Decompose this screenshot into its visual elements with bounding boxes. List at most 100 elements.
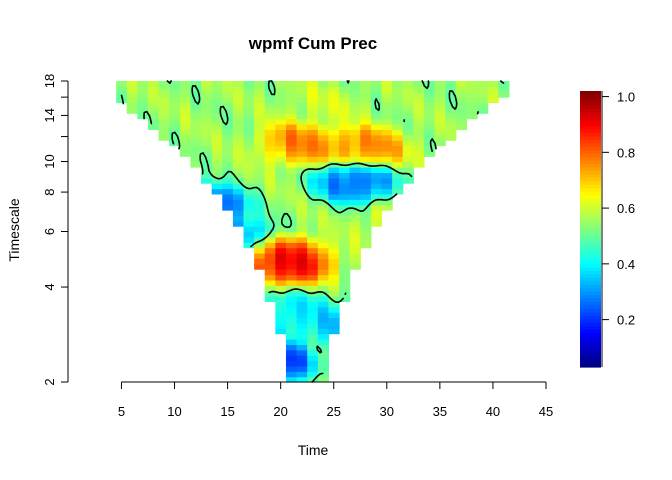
heatmap-cell <box>339 81 351 87</box>
heatmap-cell <box>339 199 351 206</box>
heatmap-cell <box>370 150 383 157</box>
heatmap-cell <box>243 156 255 163</box>
heatmap-cell <box>285 113 298 120</box>
heatmap-cell <box>179 118 192 125</box>
heatmap-cell <box>264 226 276 233</box>
heatmap-cell <box>349 193 361 200</box>
heatmap-cell <box>264 204 276 211</box>
heatmap-cell <box>307 124 319 130</box>
heatmap-cell <box>328 86 340 93</box>
colorbar-segment <box>580 111 601 116</box>
heatmap-cell <box>360 236 372 243</box>
heatmap-cell <box>190 124 202 130</box>
heatmap-cell <box>392 161 404 168</box>
heatmap-cell <box>201 172 213 179</box>
heatmap-cell <box>296 317 308 324</box>
heatmap-cell <box>264 118 276 125</box>
heatmap-cell <box>264 263 276 270</box>
heatmap-cell <box>222 91 234 98</box>
heatmap-cell <box>381 172 393 179</box>
colorbar-segment <box>580 191 601 196</box>
heatmap-cell <box>254 215 266 222</box>
heatmap-cell <box>264 199 276 206</box>
heatmap-cell <box>445 102 457 109</box>
heatmap-cell <box>349 242 361 249</box>
heatmap-cell <box>201 129 213 136</box>
heatmap-cell <box>328 215 340 222</box>
colorbar-segment <box>580 308 601 313</box>
heatmap-cell <box>339 226 351 233</box>
heatmap-cell <box>317 134 330 141</box>
heatmap-cell <box>254 263 266 270</box>
colorbar-segment <box>580 132 601 137</box>
heatmap-cell <box>307 183 319 190</box>
heatmap-cell <box>498 86 510 93</box>
heatmap-cell <box>339 258 351 265</box>
heatmap-cell <box>296 371 308 378</box>
heatmap-cell <box>339 279 351 286</box>
heatmap-cell <box>211 118 223 125</box>
heatmap-cell <box>392 188 404 195</box>
heatmap-cell <box>169 107 181 114</box>
heatmap-cell <box>275 134 287 141</box>
heatmap-cell <box>339 118 351 125</box>
heatmap-cell <box>317 226 330 233</box>
heatmap-cell <box>211 172 223 179</box>
heatmap-cell <box>232 167 245 173</box>
heatmap-cell <box>349 161 361 168</box>
heatmap-cell <box>296 167 308 173</box>
heatmap-cell <box>317 274 330 281</box>
heatmap-cell <box>392 129 404 136</box>
heatmap-cell <box>307 376 319 383</box>
heatmap-cell <box>307 220 319 227</box>
heatmap-cell <box>264 177 276 184</box>
heatmap-cell <box>169 113 181 120</box>
heatmap-cell <box>254 156 266 163</box>
heatmap-cell <box>296 312 308 319</box>
heatmap-cell <box>413 107 425 114</box>
colorbar-tick-label: 0.8 <box>617 145 635 160</box>
heatmap-cell <box>264 172 276 179</box>
heatmap-cell <box>370 156 383 163</box>
heatmap-cell <box>477 97 489 104</box>
heatmap-cell <box>423 86 436 93</box>
heatmap-cell <box>179 113 192 120</box>
heatmap-cell <box>317 349 330 356</box>
heatmap-cell <box>370 102 383 109</box>
heatmap-cell <box>179 91 192 98</box>
heatmap-cell <box>370 177 383 184</box>
heatmap-cell <box>360 199 372 206</box>
colorbar-segment <box>580 360 601 365</box>
heatmap-cell <box>328 97 340 104</box>
heatmap-cell <box>285 81 298 87</box>
heatmap-cell <box>317 129 330 136</box>
heatmap-cell <box>317 285 330 292</box>
heatmap-cell <box>466 86 478 93</box>
heatmap-cell <box>381 124 393 130</box>
heatmap-cell <box>296 333 308 340</box>
heatmap-cell <box>296 134 308 141</box>
heatmap-cell <box>243 199 255 206</box>
heatmap-cell <box>275 312 287 319</box>
heatmap-cell <box>296 145 308 152</box>
heatmap-cell <box>423 97 436 104</box>
heatmap-cell <box>285 365 298 372</box>
heatmap-cell <box>349 236 361 243</box>
heatmap-cell <box>264 134 276 141</box>
heatmap-cell <box>317 355 330 362</box>
heatmap-cell <box>307 371 319 378</box>
heatmap-cell <box>455 97 467 104</box>
heatmap-cell <box>243 236 255 243</box>
heatmap-cell <box>285 371 298 378</box>
heatmap-cell <box>317 156 330 163</box>
heatmap-cell <box>285 193 298 200</box>
y-tick-label: 2 <box>42 378 57 385</box>
colorbar-segment <box>580 239 601 244</box>
heatmap-cell <box>232 193 245 200</box>
heatmap-cell <box>158 91 170 98</box>
heatmap-cell <box>339 177 351 184</box>
y-axis: 2 4 6 8 10 14 18 <box>42 74 69 386</box>
heatmap-cell <box>339 113 351 120</box>
heatmap-cell <box>328 220 340 227</box>
heatmap-cell <box>349 118 361 125</box>
